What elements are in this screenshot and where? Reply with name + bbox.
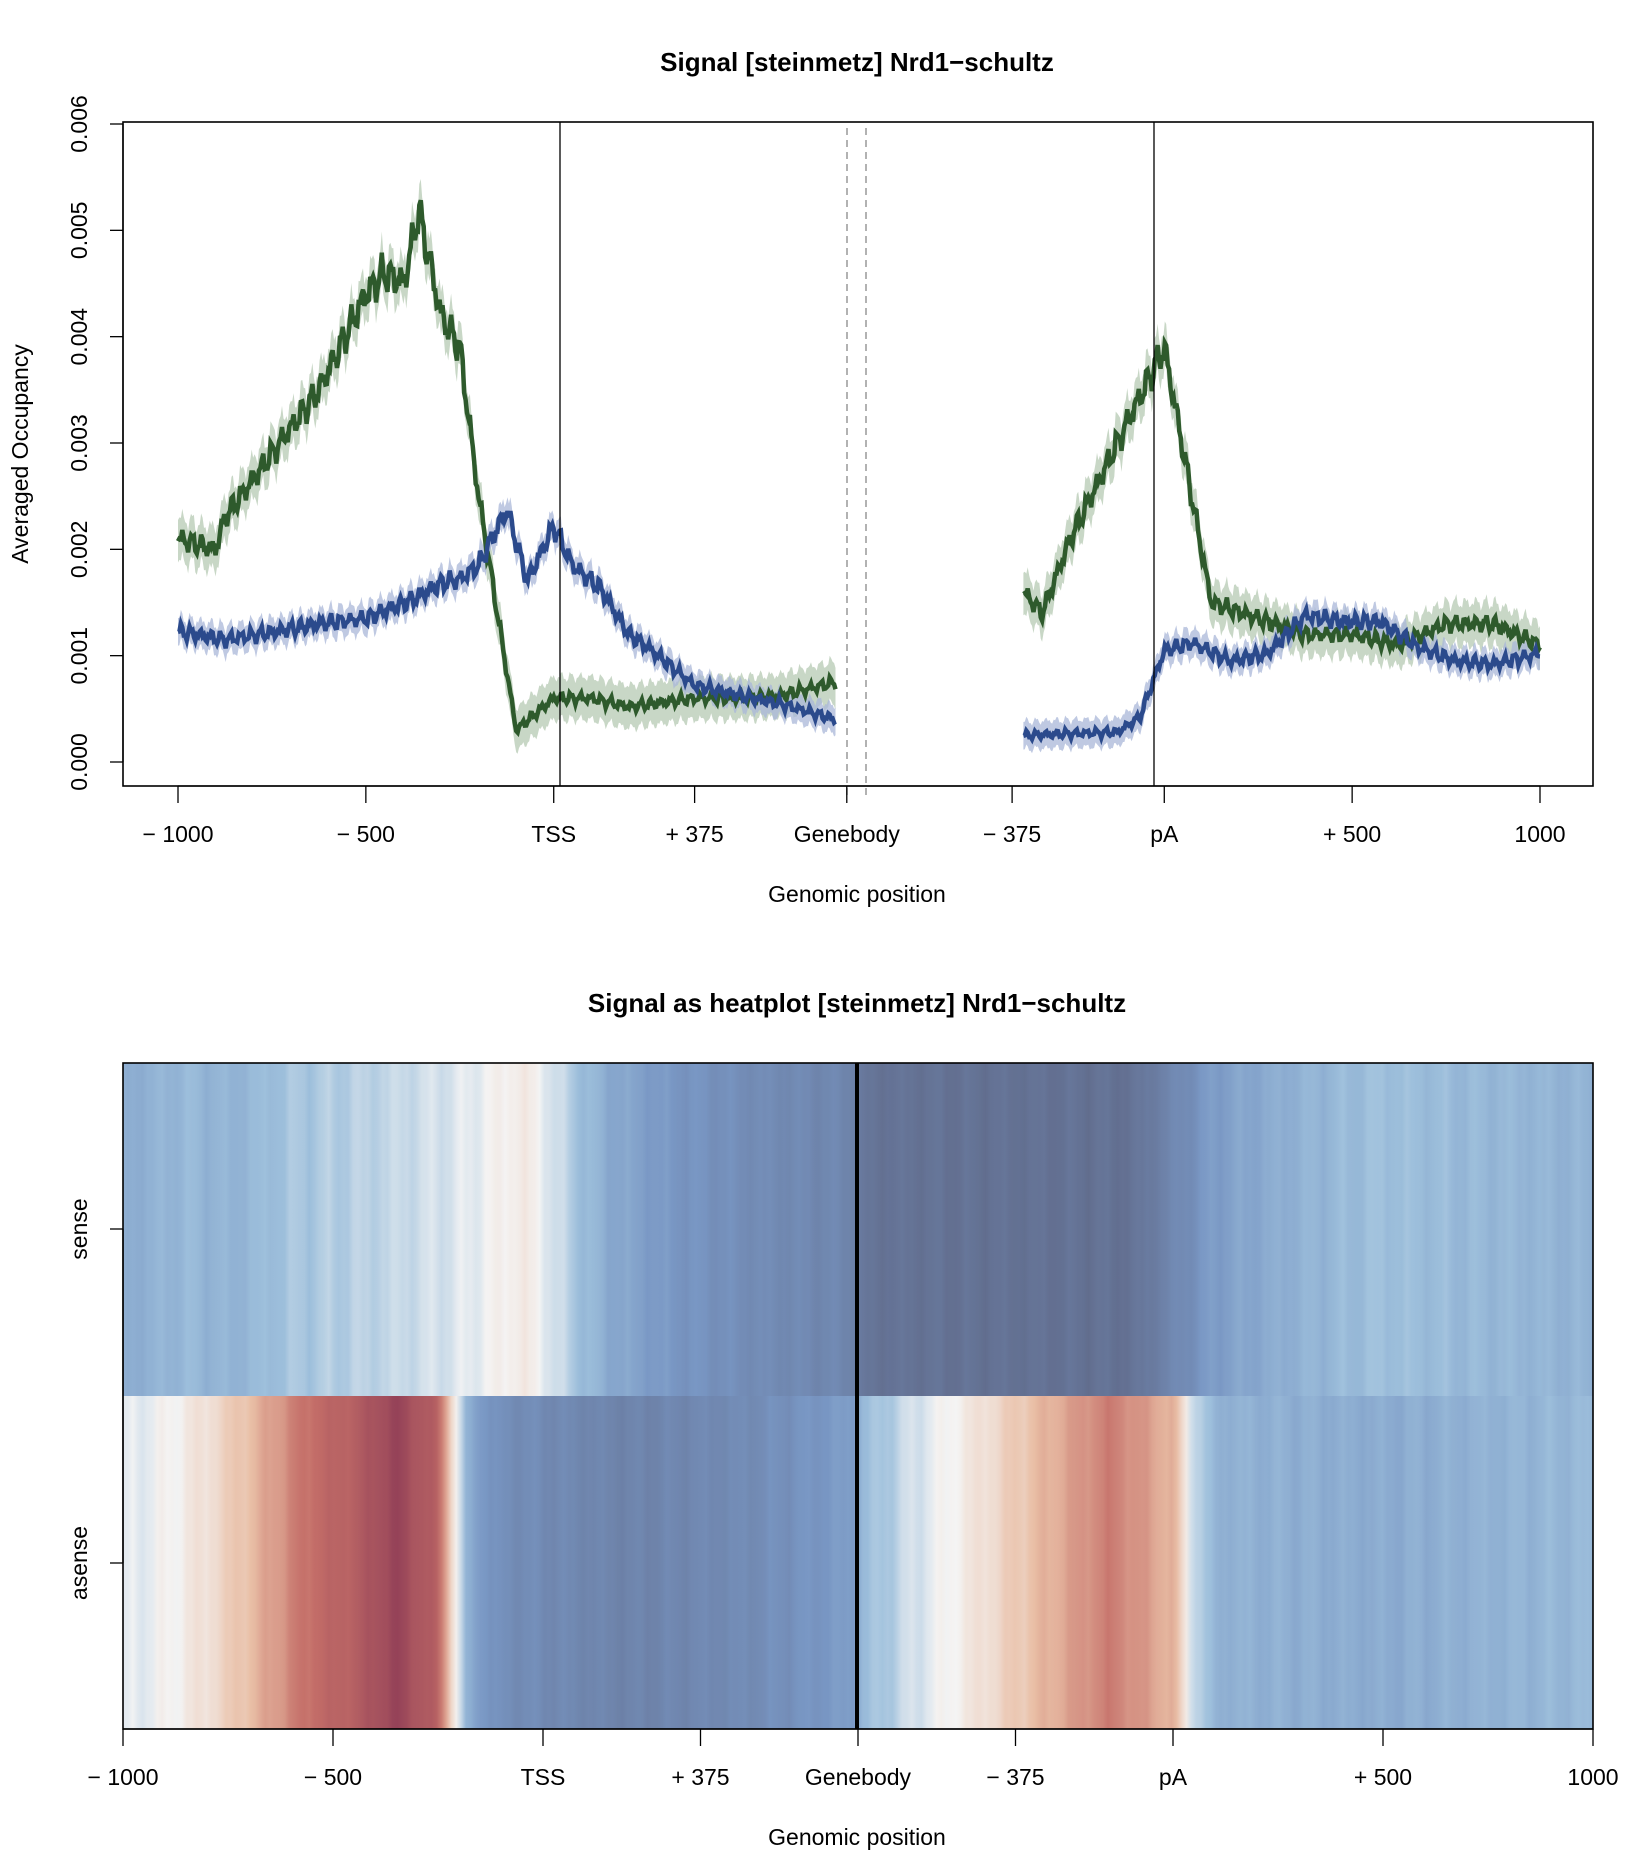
sense-confidence-band — [178, 497, 1540, 754]
y-tick-label: 0.004 — [66, 308, 92, 366]
x-axis: − 1000 − 500 TSS + 375 Genebody − 375 pA + 500 1… — [143, 785, 1566, 847]
x-tick-label: − 500 — [337, 821, 395, 847]
heatmap-x-tick-label: Genebody — [805, 1764, 912, 1790]
row-label: sense — [66, 1198, 92, 1259]
heatmap-title: Signal as heatplot [steinmetz] Nrd1−schu… — [588, 988, 1126, 1018]
y-tick-label: 0.002 — [66, 521, 92, 579]
line-chart-plot — [176, 179, 1542, 754]
x-tick-label: + 375 — [666, 821, 724, 847]
heatmap-x-tick-label: + 500 — [1354, 1764, 1412, 1790]
heatmap-x-tick-label: − 1000 — [88, 1764, 159, 1790]
y-axis-label: Averaged Occupancy — [7, 344, 33, 564]
heatmap-x-tick-label: + 375 — [671, 1764, 729, 1790]
y-axis: 0.000 0.001 0.002 0.003 0.004 0.005 0.006 — [66, 95, 124, 791]
heatmap-x-tick-label: − 500 — [304, 1764, 362, 1790]
heatmap-x-tick-label: TSS — [521, 1764, 566, 1790]
sense-line — [177, 510, 1541, 746]
x-tick-label: 1000 — [1514, 821, 1565, 847]
y-tick-label: 0.003 — [66, 414, 92, 472]
x-axis-label: Genomic position — [768, 881, 946, 907]
row-label: asense — [66, 1526, 92, 1600]
heatmap-x-tick-label: 1000 — [1567, 1764, 1618, 1790]
heatmap-panel: Signal as heatplot [steinmetz] Nrd1−schu… — [66, 988, 1619, 1850]
x-tick-label: Genebody — [794, 821, 901, 847]
y-tick-label: 0.001 — [66, 627, 92, 685]
heatmap-x-tick-label: − 375 — [986, 1764, 1044, 1790]
line-chart-title: Signal [steinmetz] Nrd1−schultz — [660, 47, 1054, 77]
x-tick-label: + 500 — [1323, 821, 1381, 847]
x-tick-label: TSS — [531, 821, 576, 847]
x-tick-label: − 1000 — [143, 821, 214, 847]
heatmap-x-axis-label: Genomic position — [768, 1824, 946, 1850]
row-axis: sense asense — [66, 1198, 124, 1600]
x-tick-label: pA — [1150, 821, 1179, 847]
line-chart-panel: Signal [steinmetz] Nrd1−schultz 0.0000.0… — [7, 47, 1594, 907]
asense-line — [176, 199, 1542, 738]
y-tick-label: 0.005 — [66, 202, 92, 260]
heatmap-x-tick-label: pA — [1159, 1764, 1188, 1790]
line-chart-frame — [122, 121, 1594, 787]
y-tick-label: 0.006 — [66, 95, 92, 153]
heatmap-x-axis: − 1000 − 500 TSS + 375 Genebody − 375 pA + 500 1… — [88, 1728, 1619, 1790]
y-tick-label: 0.000 — [66, 733, 92, 791]
x-tick-label: − 375 — [983, 821, 1041, 847]
